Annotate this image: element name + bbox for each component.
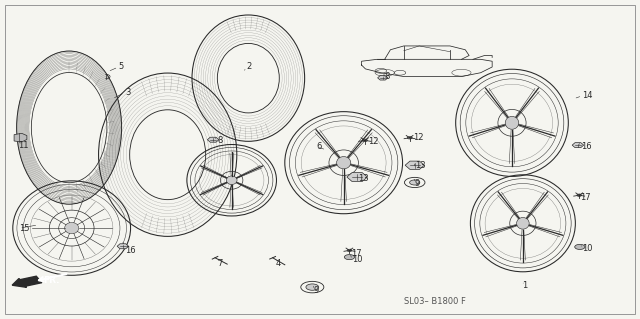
Text: SL03– B1800 F: SL03– B1800 F <box>404 297 466 306</box>
Text: 16: 16 <box>581 142 592 151</box>
Text: 15: 15 <box>19 224 29 233</box>
Text: 11: 11 <box>18 141 28 150</box>
Circle shape <box>575 244 585 249</box>
Ellipse shape <box>516 218 529 229</box>
Circle shape <box>407 137 412 139</box>
Text: 13: 13 <box>415 161 426 170</box>
Polygon shape <box>117 244 129 249</box>
Circle shape <box>577 194 582 197</box>
Text: 4: 4 <box>275 259 280 268</box>
Text: 5: 5 <box>118 63 124 71</box>
Polygon shape <box>347 173 367 182</box>
Text: 2: 2 <box>246 63 252 71</box>
Polygon shape <box>378 76 388 80</box>
Text: 1: 1 <box>522 281 527 290</box>
Ellipse shape <box>505 116 519 129</box>
Ellipse shape <box>410 180 420 185</box>
Text: 6: 6 <box>317 142 322 151</box>
Text: 10: 10 <box>582 244 593 253</box>
Text: 16: 16 <box>125 246 136 255</box>
Text: FR.: FR. <box>44 276 60 285</box>
Text: 14: 14 <box>582 91 593 100</box>
Text: 8: 8 <box>384 72 389 81</box>
Text: 12: 12 <box>413 133 423 142</box>
Text: 9: 9 <box>314 286 319 295</box>
Text: 12: 12 <box>368 137 378 146</box>
Ellipse shape <box>65 222 79 234</box>
Polygon shape <box>405 161 424 169</box>
Text: 3: 3 <box>125 88 130 97</box>
Polygon shape <box>207 137 219 142</box>
Text: 7: 7 <box>218 259 223 268</box>
Text: 9: 9 <box>415 179 420 188</box>
Circle shape <box>347 249 352 252</box>
Text: 17: 17 <box>580 193 591 202</box>
Text: 13: 13 <box>358 174 369 183</box>
Polygon shape <box>14 133 27 142</box>
Text: 10: 10 <box>352 256 362 264</box>
Circle shape <box>344 255 355 260</box>
Ellipse shape <box>337 157 351 169</box>
Polygon shape <box>572 143 584 148</box>
Ellipse shape <box>227 176 237 184</box>
Text: 8: 8 <box>218 136 223 145</box>
Circle shape <box>362 139 367 142</box>
FancyArrow shape <box>12 276 42 287</box>
Text: 17: 17 <box>351 249 362 258</box>
Ellipse shape <box>306 284 319 290</box>
